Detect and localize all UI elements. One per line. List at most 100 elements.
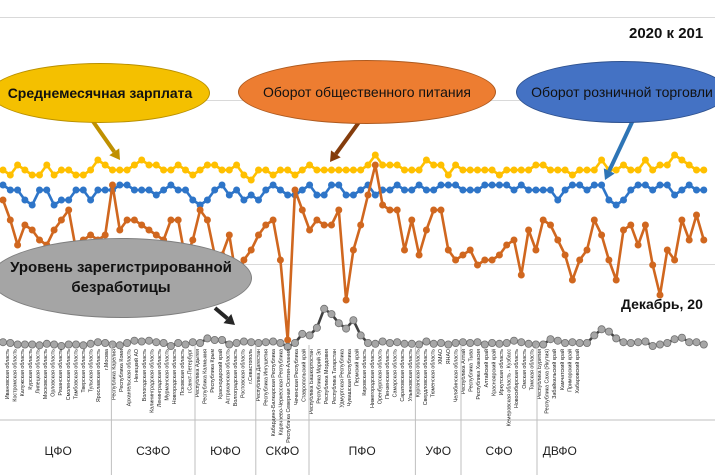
series-point bbox=[422, 337, 431, 346]
series-point bbox=[495, 339, 504, 348]
region-label: Ленинградская область bbox=[157, 349, 163, 407]
arrow-head bbox=[223, 314, 235, 325]
series-point bbox=[364, 161, 372, 169]
series-point bbox=[539, 186, 547, 194]
series-point bbox=[79, 341, 88, 350]
region-label: Курская область bbox=[28, 349, 34, 390]
series-point bbox=[649, 186, 657, 194]
region-label: Кировская область bbox=[362, 349, 368, 396]
series-point bbox=[233, 186, 241, 194]
series-point bbox=[568, 171, 576, 179]
series-point bbox=[568, 181, 576, 189]
series-point bbox=[255, 231, 262, 239]
series-point bbox=[547, 186, 554, 194]
series-point bbox=[699, 340, 708, 349]
series-point bbox=[36, 186, 43, 194]
series-point bbox=[6, 216, 14, 224]
region-label: Волгоградская область bbox=[233, 349, 239, 406]
series-point bbox=[422, 186, 430, 194]
region-label: Ярославская область bbox=[96, 349, 102, 402]
series-point bbox=[430, 186, 438, 194]
region-label: Республика Бурятия bbox=[537, 349, 543, 399]
series-point bbox=[313, 166, 321, 174]
series-point bbox=[444, 171, 452, 179]
series-point bbox=[152, 231, 160, 239]
series-point bbox=[459, 251, 467, 259]
chart-title-bottom: Декабрь, 20 bbox=[621, 296, 703, 312]
series-point bbox=[590, 166, 598, 174]
series-point bbox=[152, 191, 160, 199]
series-point bbox=[604, 327, 613, 336]
series-point bbox=[422, 226, 430, 234]
series-point bbox=[181, 340, 190, 349]
region-label: Ивановская область bbox=[5, 349, 11, 399]
series-point bbox=[495, 181, 503, 189]
chart-title-top: 2020 к 201 bbox=[629, 25, 704, 42]
series-point bbox=[349, 316, 358, 325]
series-point bbox=[320, 221, 328, 229]
series-2 bbox=[0, 181, 708, 209]
region-label: Республика Саха (Якутия) bbox=[545, 349, 551, 414]
series-point bbox=[641, 156, 649, 164]
district-label: ДВФО bbox=[543, 444, 577, 458]
series-point bbox=[298, 329, 307, 338]
series-point bbox=[356, 331, 365, 340]
region-label: ЯНАО bbox=[446, 349, 452, 364]
series-point bbox=[189, 196, 197, 204]
series-point bbox=[466, 186, 474, 194]
series-point bbox=[130, 216, 138, 224]
series-point bbox=[444, 340, 453, 349]
series-point bbox=[685, 338, 694, 347]
series-point bbox=[422, 156, 430, 164]
series-point bbox=[539, 340, 548, 349]
series-point bbox=[115, 341, 124, 350]
series-point bbox=[525, 226, 533, 234]
series-point bbox=[474, 166, 481, 174]
series-point bbox=[196, 338, 205, 347]
series-point bbox=[401, 186, 408, 194]
series-point bbox=[320, 166, 328, 174]
series-point bbox=[284, 191, 292, 199]
callout-wage: Среднемесячная зарплата bbox=[0, 63, 210, 123]
series-point bbox=[481, 181, 489, 189]
series-point bbox=[130, 161, 138, 169]
series-point bbox=[349, 166, 357, 174]
series-point bbox=[313, 216, 321, 224]
series-point bbox=[188, 338, 197, 347]
series-point bbox=[452, 161, 460, 169]
district-label: СКФО bbox=[266, 444, 300, 458]
region-label: Республика Калмыкия bbox=[203, 349, 209, 404]
region-label: Рязанская область bbox=[58, 349, 64, 396]
series-point bbox=[583, 186, 591, 194]
series-point bbox=[196, 166, 204, 174]
series-point bbox=[612, 166, 620, 174]
series-point bbox=[620, 196, 627, 204]
series-point bbox=[576, 166, 584, 174]
series-point bbox=[598, 181, 606, 189]
series-point bbox=[663, 246, 671, 254]
region-label: Республика Башкортостан bbox=[309, 349, 315, 414]
region-label: Нижегородская область bbox=[370, 349, 376, 408]
series-point bbox=[693, 211, 700, 219]
region-label: Орловская область bbox=[51, 349, 57, 397]
series-point bbox=[678, 186, 686, 194]
series-point bbox=[532, 161, 540, 169]
upper-plot bbox=[0, 151, 708, 344]
series-point bbox=[21, 221, 29, 229]
series-point bbox=[306, 226, 314, 234]
series-point bbox=[167, 181, 175, 189]
series-point bbox=[101, 338, 110, 347]
series-point bbox=[590, 216, 598, 224]
series-point bbox=[517, 181, 525, 189]
series-1 bbox=[0, 151, 708, 184]
series-point bbox=[6, 171, 14, 179]
series-point bbox=[328, 221, 335, 229]
series-point bbox=[385, 338, 394, 347]
series-point bbox=[437, 206, 445, 214]
series-point bbox=[700, 186, 708, 194]
series-point bbox=[488, 166, 496, 174]
series-point bbox=[138, 221, 146, 229]
region-label: Республика Алтай bbox=[460, 349, 467, 394]
region-label: Республика Марий Эл bbox=[316, 349, 323, 404]
